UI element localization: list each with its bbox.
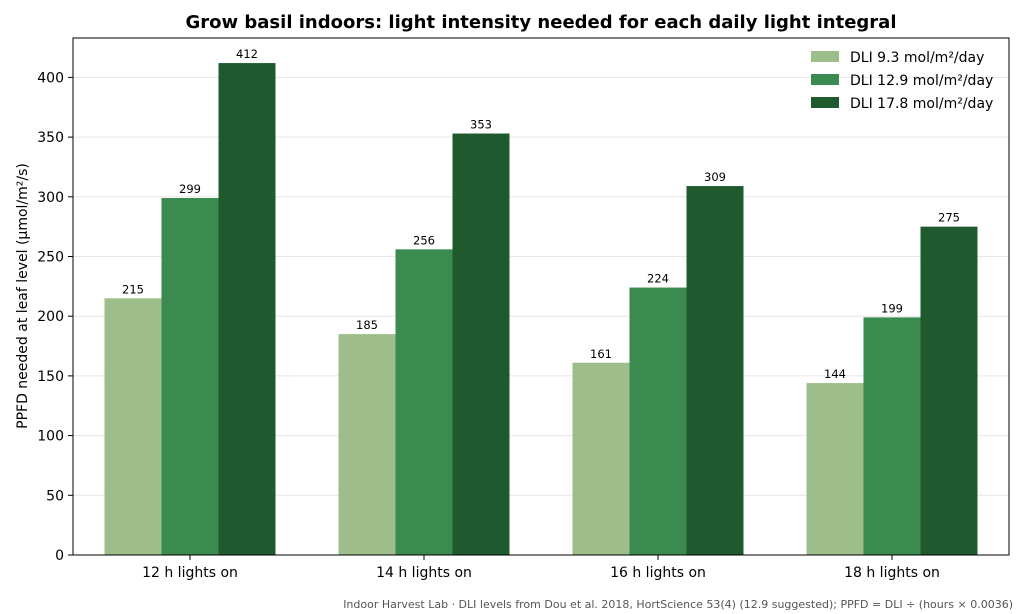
bar — [806, 383, 864, 555]
bar — [338, 334, 396, 555]
footnote: Indoor Harvest Lab · DLI levels from Dou… — [343, 598, 1013, 611]
legend-swatch — [811, 51, 839, 62]
y-tick-label: 0 — [55, 548, 64, 564]
bar — [218, 63, 276, 555]
bar-value-label: 256 — [413, 233, 435, 247]
plot-frame — [72, 37, 1010, 556]
chart-title: Grow basil indoors: light intensity need… — [185, 12, 896, 33]
x-tick-label: 14 h lights on — [376, 565, 472, 581]
x-axis: 12 h lights on 14 h lights on 16 h lights … — [142, 555, 940, 581]
legend-label: DLI 12.9 mol/m²/day — [850, 73, 993, 89]
y-axis-label: PPFD needed at leaf level (µmol/m²/s) — [15, 163, 31, 429]
bar-value-label: 185 — [356, 318, 378, 332]
y-tick-label: 100 — [37, 429, 64, 445]
y-axis: 0 50 100 150 200 250 300 350 400 — [37, 70, 73, 564]
y-tick-label: 200 — [37, 309, 64, 325]
legend-label: DLI 9.3 mol/m²/day — [850, 50, 984, 66]
bar — [161, 197, 219, 556]
bar — [452, 133, 510, 555]
y-tick-label: 150 — [37, 369, 64, 385]
bar-value-label: 215 — [122, 282, 144, 296]
bars — [104, 63, 978, 556]
y-tick-label: 300 — [37, 190, 64, 206]
y-tick-label: 50 — [46, 488, 64, 504]
bar-value-label: 144 — [824, 367, 846, 381]
bar-value-label: 275 — [938, 211, 960, 225]
legend: DLI 9.3 mol/m²/day DLI 12.9 mol/m²/day DLI… — [811, 50, 993, 112]
bar-value-label: 309 — [704, 170, 726, 184]
bar-value-label: 224 — [647, 272, 669, 286]
bar — [686, 186, 744, 555]
bar — [572, 362, 630, 555]
legend-swatch — [811, 97, 839, 108]
x-tick-label: 18 h lights on — [844, 565, 940, 581]
bar — [629, 287, 687, 555]
bar — [104, 298, 162, 555]
bar-value-label: 353 — [470, 118, 492, 132]
bar-value-label: 299 — [179, 182, 201, 196]
y-tick-label: 250 — [37, 250, 64, 266]
y-tick-label: 350 — [37, 130, 64, 146]
bar-value-label: 412 — [236, 47, 258, 61]
bar — [395, 249, 453, 555]
legend-swatch — [811, 74, 839, 85]
legend-label: DLI 17.8 mol/m²/day — [850, 96, 993, 112]
bar — [920, 226, 978, 555]
bar-value-label: 199 — [881, 301, 903, 315]
data-labels: 215 299 412 185 256 353 161 224 309 144 199 275 — [122, 47, 960, 381]
bar-value-label: 161 — [590, 347, 612, 361]
bar — [863, 317, 921, 555]
x-tick-label: 12 h lights on — [142, 565, 238, 581]
y-tick-label: 400 — [37, 70, 64, 86]
x-tick-label: 16 h lights on — [610, 565, 706, 581]
